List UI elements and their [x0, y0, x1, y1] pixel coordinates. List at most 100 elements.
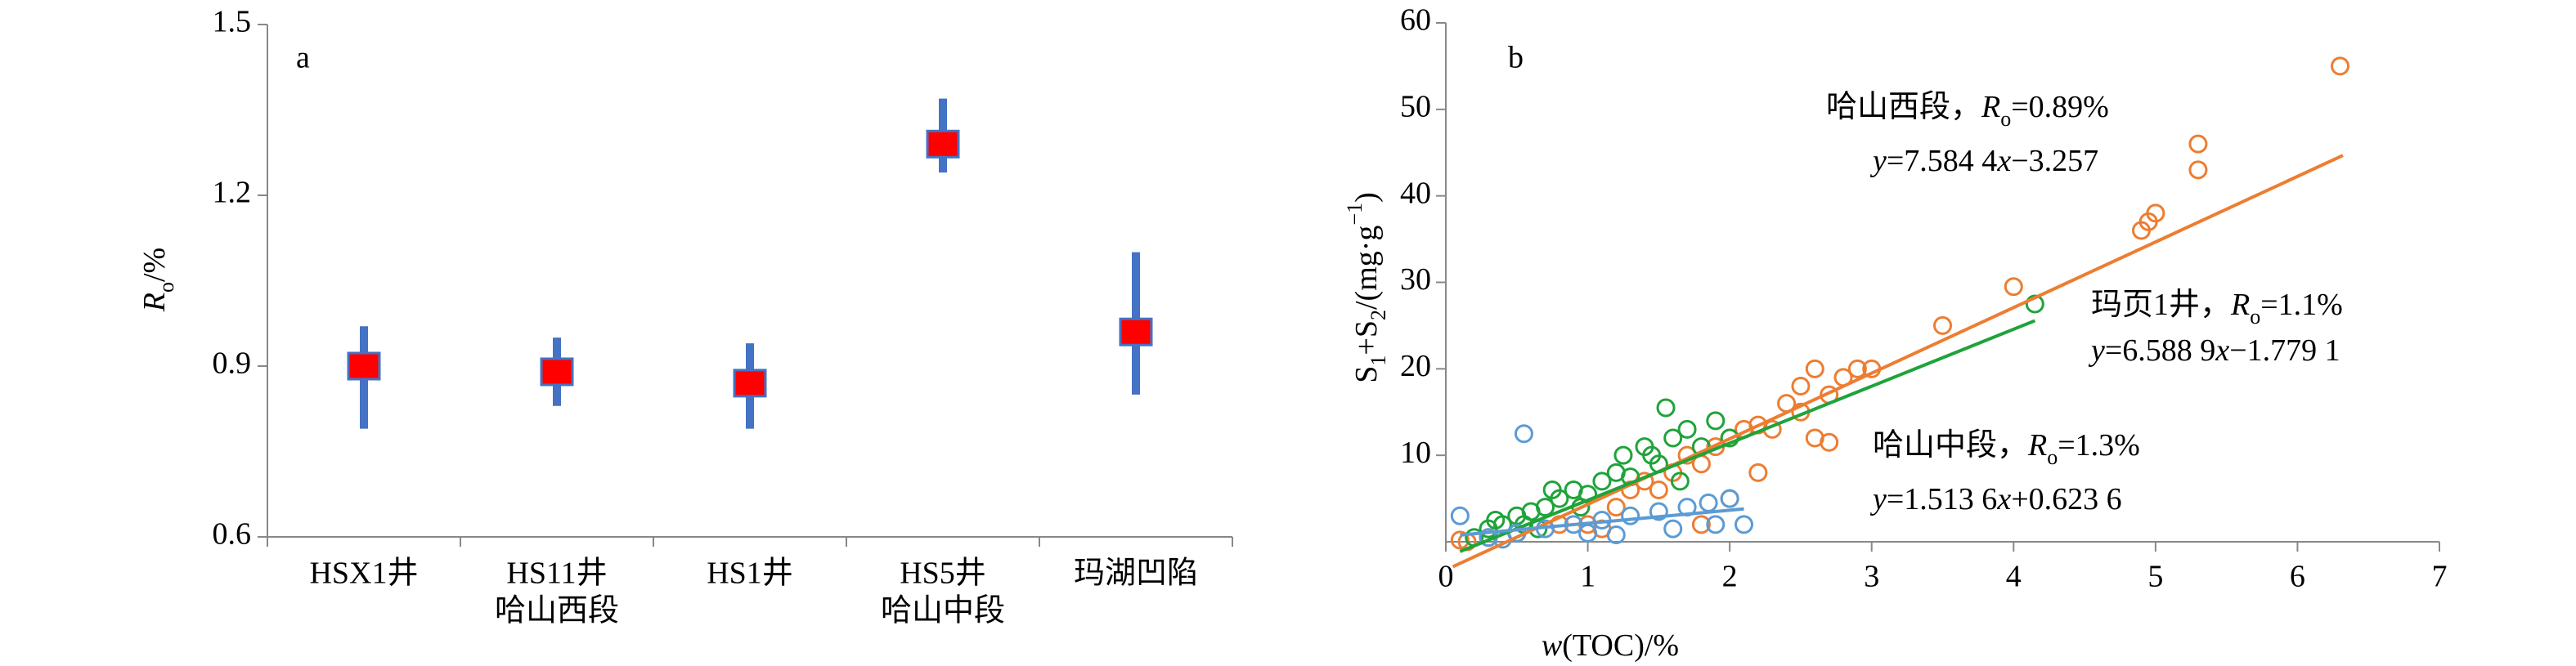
- ro-value: =1.1%: [2260, 288, 2343, 322]
- x-tick-label: 6: [2290, 560, 2305, 594]
- text-part: w: [1542, 628, 1563, 663]
- scatter-point: [2146, 203, 2165, 223]
- scatter-point: [1791, 377, 1811, 396]
- series-name: 哈山西段: [1826, 90, 1950, 124]
- text-part: o: [2000, 107, 2011, 131]
- scatter-point: [1592, 472, 1612, 491]
- x-tick-label: HS1井: [707, 556, 793, 591]
- scatter-point: [2188, 160, 2208, 180]
- text-part: R: [137, 293, 172, 312]
- scatter-point: [1933, 315, 1952, 335]
- scatter-point: [1550, 489, 1569, 508]
- scatter-point: [1720, 428, 1739, 448]
- name-separator: ，: [1997, 428, 2028, 463]
- x-tick-label: HSX1井: [309, 556, 418, 591]
- scatter-point: [1578, 485, 1598, 504]
- text-part: o: [2250, 305, 2260, 329]
- series-name: 哈山中段: [1873, 428, 1997, 463]
- text-part: +S: [1349, 320, 1384, 355]
- scatter-point: [1649, 481, 1668, 499]
- series-name: 玛页1井: [2091, 288, 2200, 322]
- x-tick-label: 3: [1864, 560, 1879, 594]
- y-tick-label: 20: [1400, 349, 1431, 383]
- text-part: =6.588 9: [2105, 333, 2215, 368]
- scatter-point: [1847, 359, 1867, 378]
- scatter-point: [1649, 502, 1668, 521]
- fit-equation: y=1.513 6x+0.623 6: [1869, 482, 2122, 516]
- text-part: x: [1996, 144, 2011, 178]
- scatter-point: [1720, 489, 1739, 508]
- x-tick-label: HS11井: [506, 556, 607, 591]
- text-part: =7.584 4: [1887, 144, 1997, 178]
- x-tick-label: 玛湖凹陷: [1074, 556, 1198, 591]
- trend-line: [1459, 319, 2036, 553]
- scatter-point: [2025, 294, 2044, 314]
- y-tick-label: 0.9: [213, 346, 252, 381]
- text-part: +0.623 6: [2011, 482, 2121, 516]
- scatter-point: [1536, 498, 1555, 517]
- scatter-point: [2331, 56, 2349, 76]
- x-tick-label: 哈山中段: [881, 594, 1005, 628]
- y-tick-label: 0.6: [213, 517, 252, 552]
- x-tick-label: 5: [2147, 560, 2163, 594]
- scatter-point: [1706, 411, 1726, 431]
- name-separator: ，: [2200, 288, 2231, 322]
- x-tick-label: HS5井: [900, 556, 986, 591]
- scatter-point: [1748, 463, 1768, 482]
- ro-value: =0.89%: [2011, 90, 2109, 124]
- text-part: o: [155, 282, 178, 293]
- x-tick-label: 1: [1580, 560, 1595, 594]
- panel-label: a: [296, 41, 310, 75]
- ro-value: =1.3%: [2058, 428, 2140, 463]
- scatter-point: [1805, 359, 1824, 378]
- scatter-point: [1699, 493, 1718, 512]
- scatter-point: [2188, 134, 2208, 154]
- scatter-point: [1578, 523, 1598, 543]
- text-part: y: [1869, 482, 1887, 516]
- y-axis-label: Ro/%: [137, 248, 179, 312]
- panel-label: b: [1508, 41, 1524, 75]
- y-tick-label: 30: [1400, 262, 1431, 297]
- text-part: −3.257: [2011, 144, 2098, 178]
- text-part: S: [1349, 366, 1384, 383]
- x-axis-label: w(TOC)/%: [1542, 628, 1679, 663]
- text-part: R: [2230, 288, 2250, 322]
- x-tick-label: 哈山西段: [495, 594, 619, 628]
- text-part: y: [1869, 144, 1887, 178]
- point-marker: [347, 351, 381, 381]
- scatter-point: [1613, 445, 1633, 465]
- scatter-point: [1656, 398, 1676, 418]
- text-part: =1.513 6: [1887, 482, 1997, 516]
- scatter-point: [1450, 530, 1470, 550]
- x-tick-label: 0: [1438, 560, 1454, 594]
- scatter-point: [1670, 472, 1690, 491]
- scatter-point: [1691, 515, 1711, 534]
- series-annotation: 哈山西段，Ro=0.89%: [1826, 90, 2109, 132]
- series-annotation: 哈山中段，Ro=1.3%: [1873, 428, 2140, 470]
- trend-line: [1460, 507, 1744, 537]
- scatter-point: [1677, 419, 1697, 439]
- scatter-point: [1706, 515, 1726, 534]
- scatter-point: [1735, 515, 1753, 534]
- text-part: ): [1349, 192, 1384, 203]
- scatter-point: [2004, 277, 2023, 297]
- text-part: −1: [1343, 203, 1367, 226]
- trend-line: [1452, 154, 2344, 569]
- point-marker: [733, 369, 767, 398]
- y-tick-label: 40: [1400, 176, 1431, 210]
- text-part: 1: [1367, 355, 1390, 366]
- x-tick-label: 7: [2432, 560, 2448, 594]
- scatter-point: [1606, 498, 1626, 517]
- point-marker: [1119, 317, 1153, 346]
- text-part: (TOC)/%: [1562, 628, 1679, 663]
- series-annotation: 玛页1井，Ro=1.1%: [2091, 288, 2343, 329]
- scatter-point: [1663, 428, 1683, 448]
- y-tick-label: 10: [1400, 436, 1431, 470]
- text-part: o: [2047, 445, 2058, 469]
- scatter-point: [1820, 432, 1839, 452]
- y-tick-label: 60: [1400, 3, 1431, 38]
- y-tick-label: 1.2: [213, 176, 252, 210]
- text-part: 2: [1367, 310, 1390, 320]
